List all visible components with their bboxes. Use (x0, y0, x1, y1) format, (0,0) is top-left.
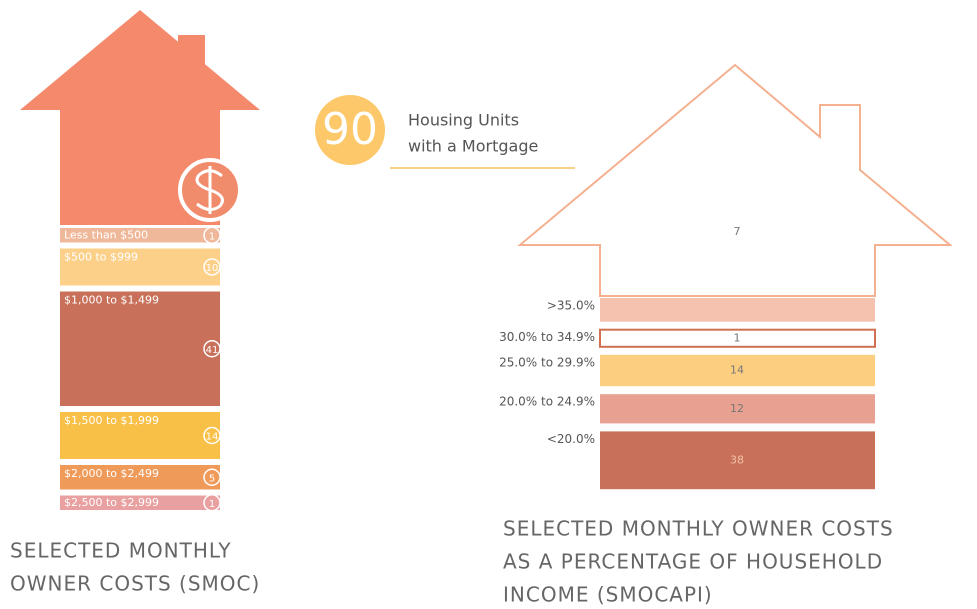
value-badge (203, 468, 221, 486)
headline-text: with a Mortgage (408, 137, 538, 156)
value-label: 41 (206, 345, 219, 356)
value-label: 14 (206, 432, 219, 443)
headline-text: Housing Units (408, 111, 519, 130)
value-badge (203, 494, 221, 512)
category-label: $500 to $999 (64, 251, 138, 264)
category-label: $2,500 to $2,999 (64, 496, 159, 509)
category-label: $1,000 to $1,499 (64, 294, 159, 307)
bar (60, 248, 220, 286)
headline-value: 90 (322, 104, 378, 155)
bar (60, 465, 220, 490)
value-label: 1 (209, 231, 215, 242)
bar (600, 354, 875, 387)
value-badge (203, 426, 221, 445)
category-label: 25.0% to 29.9% (499, 355, 595, 369)
chart-title: SELECTED MONTHLY (10, 539, 232, 563)
value-label: 10 (206, 263, 219, 274)
house-roof (20, 10, 260, 110)
headline-circle (315, 95, 385, 165)
chart-title: INCOME (SMOCAPI) (503, 583, 713, 607)
category-label: >35.0% (547, 299, 595, 313)
category-label: $1,500 to $1,999 (64, 414, 159, 427)
value-label: 1 (734, 331, 741, 344)
bar (600, 298, 875, 322)
chart-title: SELECTED MONTHLY OWNER COSTS (503, 517, 894, 541)
value-label: 14 (730, 364, 744, 377)
bar (599, 328, 876, 348)
value-label: 7 (734, 225, 741, 238)
chart-title: OWNER COSTS (SMOC) (10, 572, 260, 596)
value-label: 1 (209, 499, 215, 510)
value-badge (203, 258, 221, 276)
category-label: 20.0% to 24.9% (499, 395, 595, 409)
bar (600, 394, 875, 424)
house-outline (517, 63, 953, 297)
value-badge (203, 226, 221, 244)
category-label: $2,000 to $2,499 (64, 467, 159, 480)
bar (60, 412, 220, 459)
category-label: 30.0% to 34.9% (499, 330, 595, 344)
category-label: Less than $500 (64, 228, 148, 241)
category-label: <20.0% (547, 432, 595, 446)
value-label: 12 (730, 402, 744, 415)
bar (60, 228, 220, 243)
value-label: 38 (730, 453, 744, 466)
bar (60, 291, 220, 406)
bar (600, 431, 875, 490)
bar (60, 495, 220, 510)
value-label: 5 (209, 473, 215, 484)
chart-title: AS A PERCENTAGE OF HOUSEHOLD (503, 550, 883, 574)
house-chimney (178, 35, 205, 85)
dollar-sign (195, 166, 224, 214)
value-badge (203, 340, 221, 358)
